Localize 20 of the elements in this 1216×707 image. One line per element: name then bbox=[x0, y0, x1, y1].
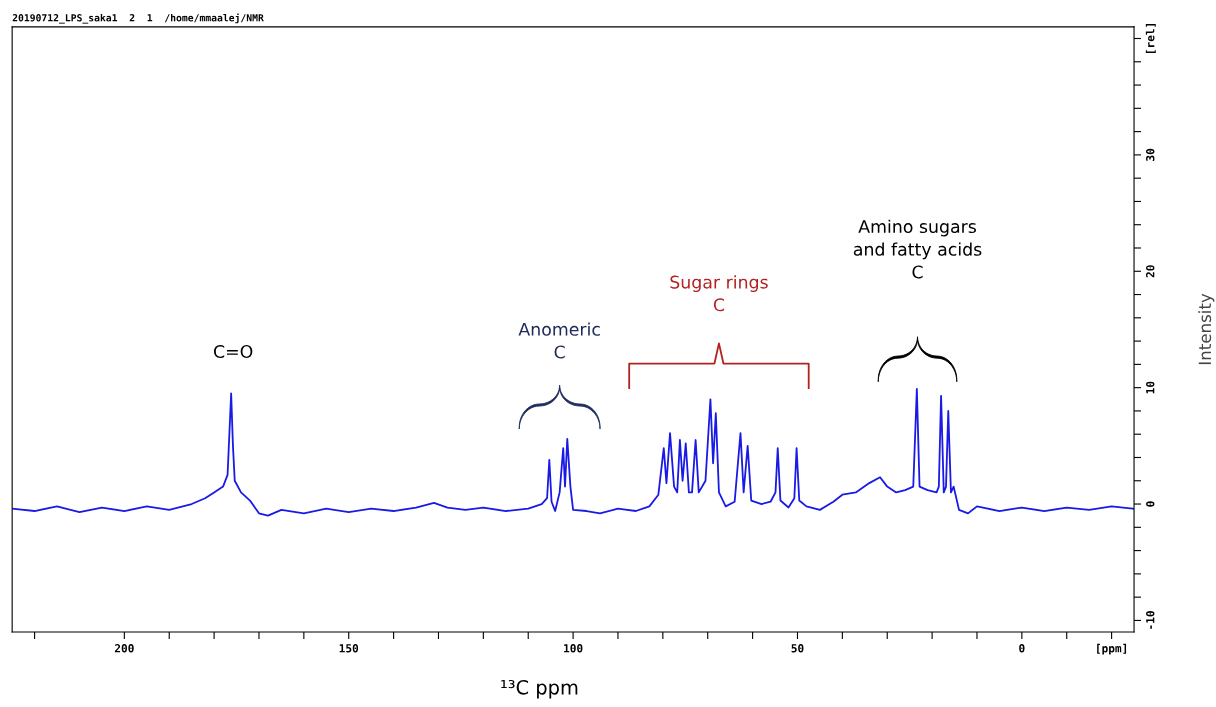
annotation: Anomeric C bbox=[518, 322, 600, 359]
y-tick-label: 20 bbox=[1146, 265, 1155, 278]
annotation: C=O bbox=[213, 344, 253, 359]
x-tick-label: [ppm] bbox=[1097, 643, 1127, 655]
y-tick-label: 30 bbox=[1146, 148, 1155, 161]
annotation: Sugar rings C bbox=[670, 275, 768, 312]
chart-title: 20190712_LPS_saka1 2 1 /home/mmaalej/NMR bbox=[12, 13, 264, 24]
x-tick-label: 200 bbox=[114, 644, 134, 653]
x-axis-title: ¹³C ppm bbox=[501, 679, 578, 699]
x-tick-label: 0 bbox=[1019, 644, 1025, 653]
x-tick-label: 100 bbox=[564, 644, 583, 653]
x-tick-label: 150 bbox=[339, 644, 359, 653]
y-tick-label: [rel] bbox=[1145, 24, 1156, 53]
line-series bbox=[12, 387, 1135, 517]
x-tick-label: 50 bbox=[791, 644, 804, 653]
annotation: Amino sugars and fatty acids C bbox=[853, 219, 982, 279]
y-axis-title: Intensity bbox=[1198, 293, 1215, 365]
y-tick-label: 0 bbox=[1146, 501, 1155, 507]
y-tick-label: -10 bbox=[1146, 611, 1155, 629]
y-tick-label: 10 bbox=[1146, 381, 1155, 394]
